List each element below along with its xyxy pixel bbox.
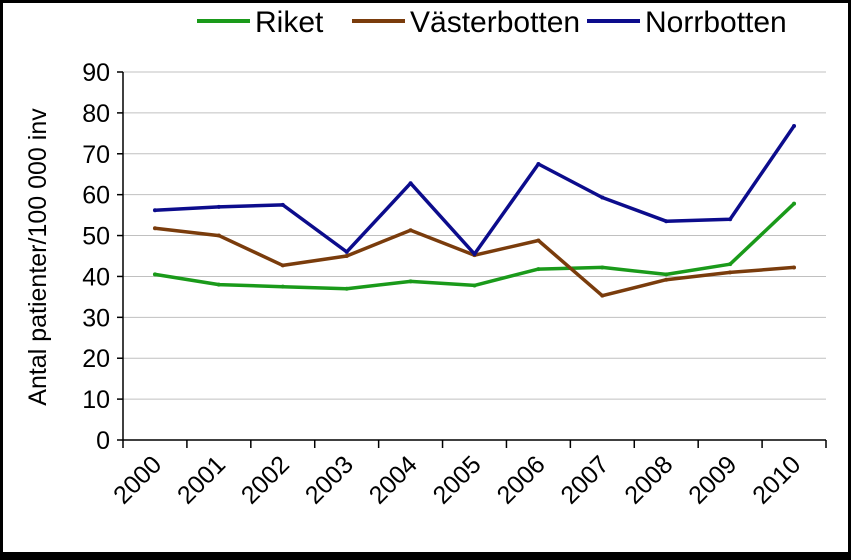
data-point [600, 265, 605, 270]
data-point [408, 228, 413, 233]
y-tick-label: 20 [82, 345, 110, 373]
data-point [152, 226, 157, 231]
y-tick-label: 60 [82, 182, 110, 210]
data-point [152, 208, 157, 213]
data-point [536, 267, 541, 272]
data-point [792, 201, 797, 206]
data-point [664, 272, 669, 277]
data-point [728, 270, 733, 275]
y-tick-label: 40 [82, 263, 110, 291]
data-point [216, 204, 221, 209]
data-point [472, 251, 477, 256]
axes [122, 72, 826, 441]
data-point [600, 195, 605, 200]
data-point [664, 219, 669, 224]
legend-label: Norrbotten [645, 6, 787, 39]
y-tick-label: 70 [82, 141, 110, 169]
data-point [664, 277, 669, 282]
data-point [472, 283, 477, 288]
y-tick-label: 50 [82, 223, 110, 251]
data-point [728, 262, 733, 267]
data-point [728, 217, 733, 222]
data-point [152, 272, 157, 277]
data-point [600, 293, 605, 298]
legend: Riket Västerbotten Norrbotten [197, 6, 787, 39]
y-tick-label: 30 [82, 304, 110, 332]
y-tick-label: 10 [82, 386, 110, 414]
chart-background [3, 3, 848, 552]
series-lines [152, 123, 797, 298]
y-tick-label: 0 [96, 427, 110, 455]
data-point [344, 286, 349, 291]
data-point [216, 233, 221, 238]
y-tick-label: 80 [82, 100, 110, 128]
data-point [280, 284, 285, 289]
y-tick-labels: 0 10 20 30 40 50 60 70 80 90 [82, 59, 123, 455]
data-point [280, 202, 285, 207]
data-point [216, 282, 221, 287]
data-point [536, 162, 541, 166]
data-point [344, 249, 349, 254]
data-point [792, 123, 797, 128]
legend-label: Riket [255, 6, 324, 39]
legend-label: Västerbotten [410, 6, 580, 39]
data-point [408, 181, 413, 186]
data-point [408, 279, 413, 284]
y-tick-label: 90 [82, 59, 110, 87]
data-point [536, 238, 541, 243]
y-axis-label: Antal patienter/100 000 inv [24, 108, 52, 406]
data-point [792, 265, 797, 270]
data-point [280, 263, 285, 268]
data-point [344, 254, 349, 258]
